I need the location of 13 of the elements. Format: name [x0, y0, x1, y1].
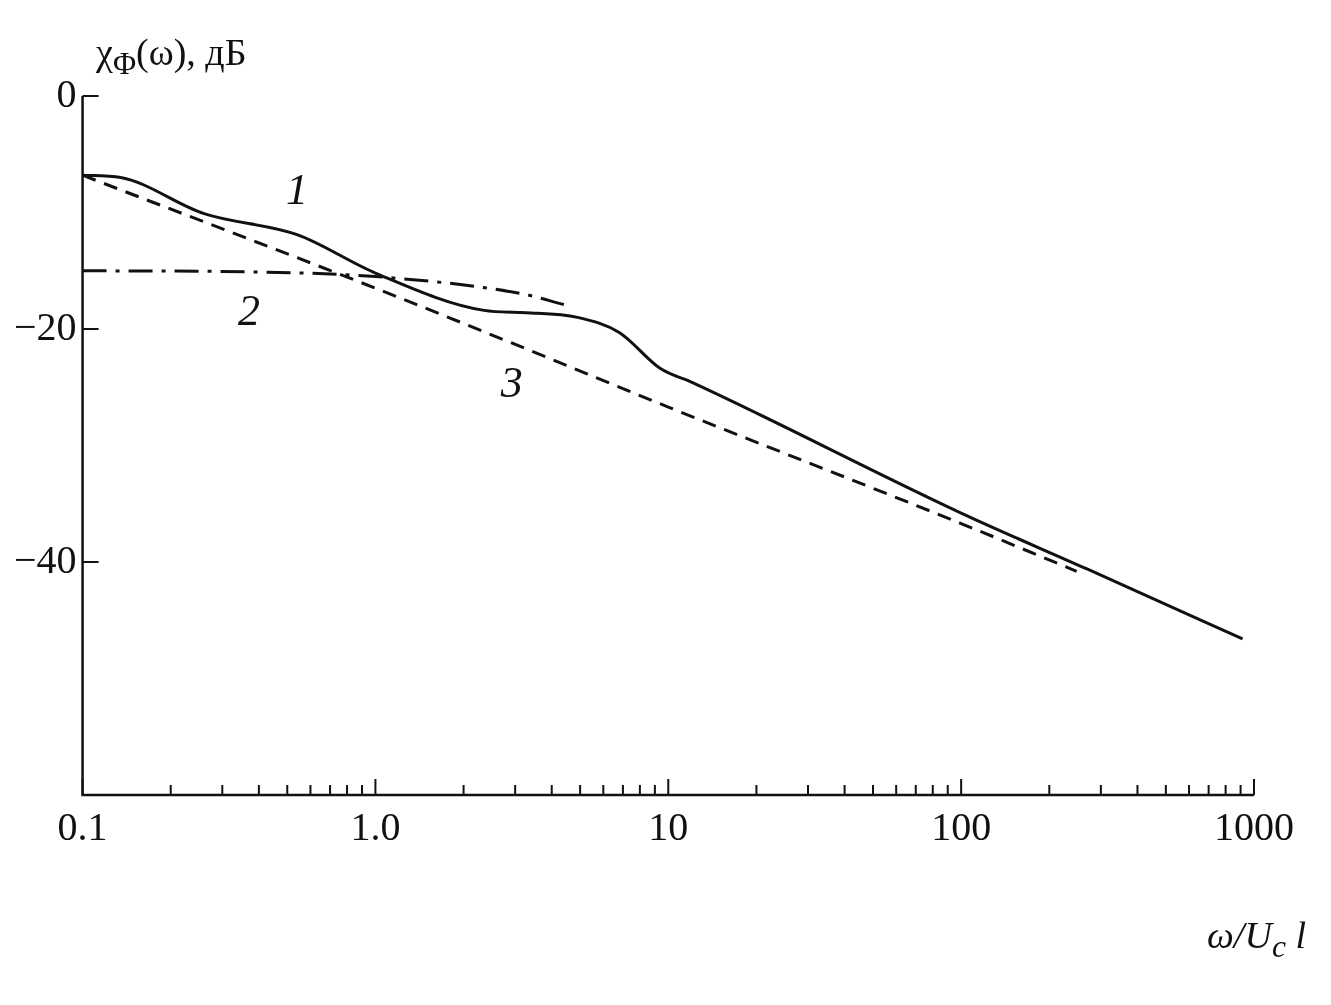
- y-axis-title: χ$_{Φ}$(ω), дБ: [96, 30, 247, 82]
- x-tick-label: 0.1: [57, 803, 108, 849]
- y-tick-label: 0: [56, 70, 77, 116]
- annotation: 3: [499, 357, 523, 407]
- y-tick-label: −40: [14, 536, 77, 582]
- x-tick-label: 10: [648, 803, 689, 849]
- x-tick-label: 1.0: [350, 803, 401, 849]
- x-axis-title: ω/U$_{c}$ l: [1207, 913, 1306, 965]
- x-tick-label: 100: [931, 803, 992, 849]
- x-tick-label: 1000: [1214, 803, 1294, 849]
- annotation: 1: [286, 165, 309, 215]
- annotation: 2: [237, 286, 260, 336]
- y-tick-label: −20: [14, 303, 77, 349]
